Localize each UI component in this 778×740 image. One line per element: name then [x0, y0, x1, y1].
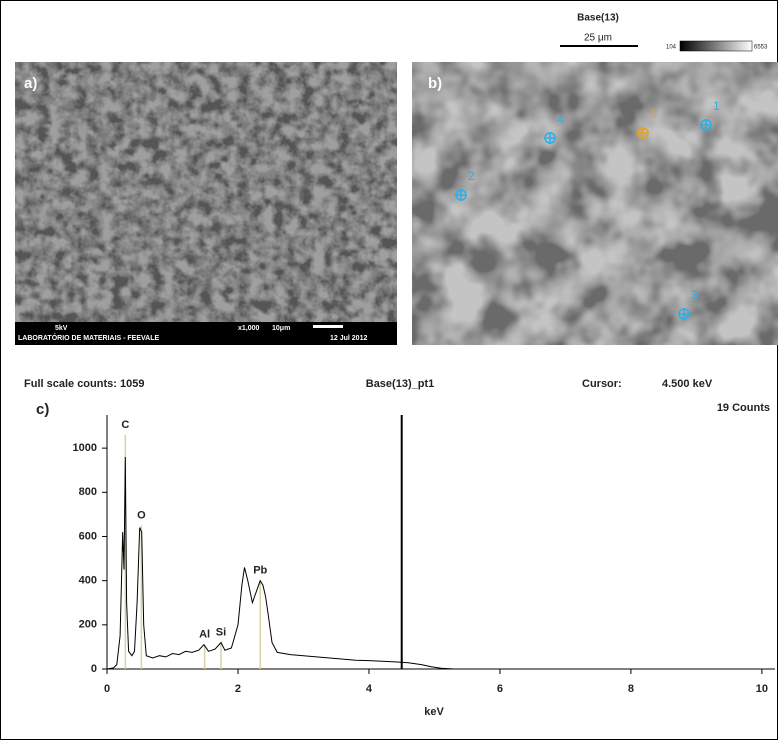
- sem-image-b: [412, 62, 778, 345]
- spectrum-title: Base(13)_pt1: [366, 378, 434, 390]
- point-label: 2: [468, 169, 475, 183]
- point-label: 5: [650, 107, 657, 121]
- peak-label: Al: [199, 629, 210, 641]
- panel-label: b): [428, 75, 442, 92]
- y-tick-label: 0: [91, 663, 97, 675]
- scale-bar: [313, 325, 343, 328]
- point-label: 1: [713, 99, 720, 113]
- cursor-label: Cursor:: [582, 378, 622, 390]
- colorbar-min: 104: [666, 45, 677, 51]
- x-tick-label: 6: [497, 683, 503, 695]
- voltage: 5kV: [55, 325, 68, 332]
- full-scale: Full scale counts: 1059: [24, 378, 144, 390]
- panel-label: a): [24, 75, 37, 92]
- y-tick-label: 200: [79, 619, 97, 631]
- cursor-value: 4.500 keV: [662, 378, 713, 390]
- panel-b-title: Base(13): [577, 13, 619, 24]
- x-axis-label: keV: [424, 706, 444, 718]
- y-tick-label: 1000: [73, 442, 97, 454]
- point-label: 3: [691, 288, 698, 302]
- cursor-counts: 19 Counts: [717, 402, 770, 414]
- peak-label: C: [121, 419, 129, 431]
- magnification: x1,000: [238, 325, 260, 332]
- peak-label: O: [137, 509, 146, 521]
- scale-text: 10μm: [272, 325, 290, 332]
- scale-text: 25 μm: [584, 33, 612, 44]
- colorbar: [680, 41, 752, 51]
- x-tick-label: 8: [628, 683, 634, 695]
- panel-label: c): [36, 401, 49, 418]
- lab-name: LABORATÓRIO DE MATERIAIS - FEEVALE: [18, 333, 159, 342]
- y-tick-label: 600: [79, 530, 97, 542]
- x-tick-label: 10: [756, 683, 768, 695]
- x-tick-label: 2: [235, 683, 241, 695]
- y-tick-label: 400: [79, 575, 97, 587]
- peak-label: Si: [216, 626, 226, 638]
- date: 12 Jul 2012: [330, 335, 367, 342]
- x-tick-label: 0: [104, 683, 110, 695]
- y-tick-label: 800: [79, 486, 97, 498]
- x-tick-label: 4: [366, 683, 373, 695]
- figure: a) 5kV LABORATÓRIO DE MATERIAIS - FEEVAL…: [0, 0, 778, 740]
- point-label: 4: [557, 112, 564, 126]
- colorbar-max: 6553: [754, 45, 768, 51]
- peak-label: Pb: [253, 565, 267, 577]
- sem-image-a: [15, 62, 397, 345]
